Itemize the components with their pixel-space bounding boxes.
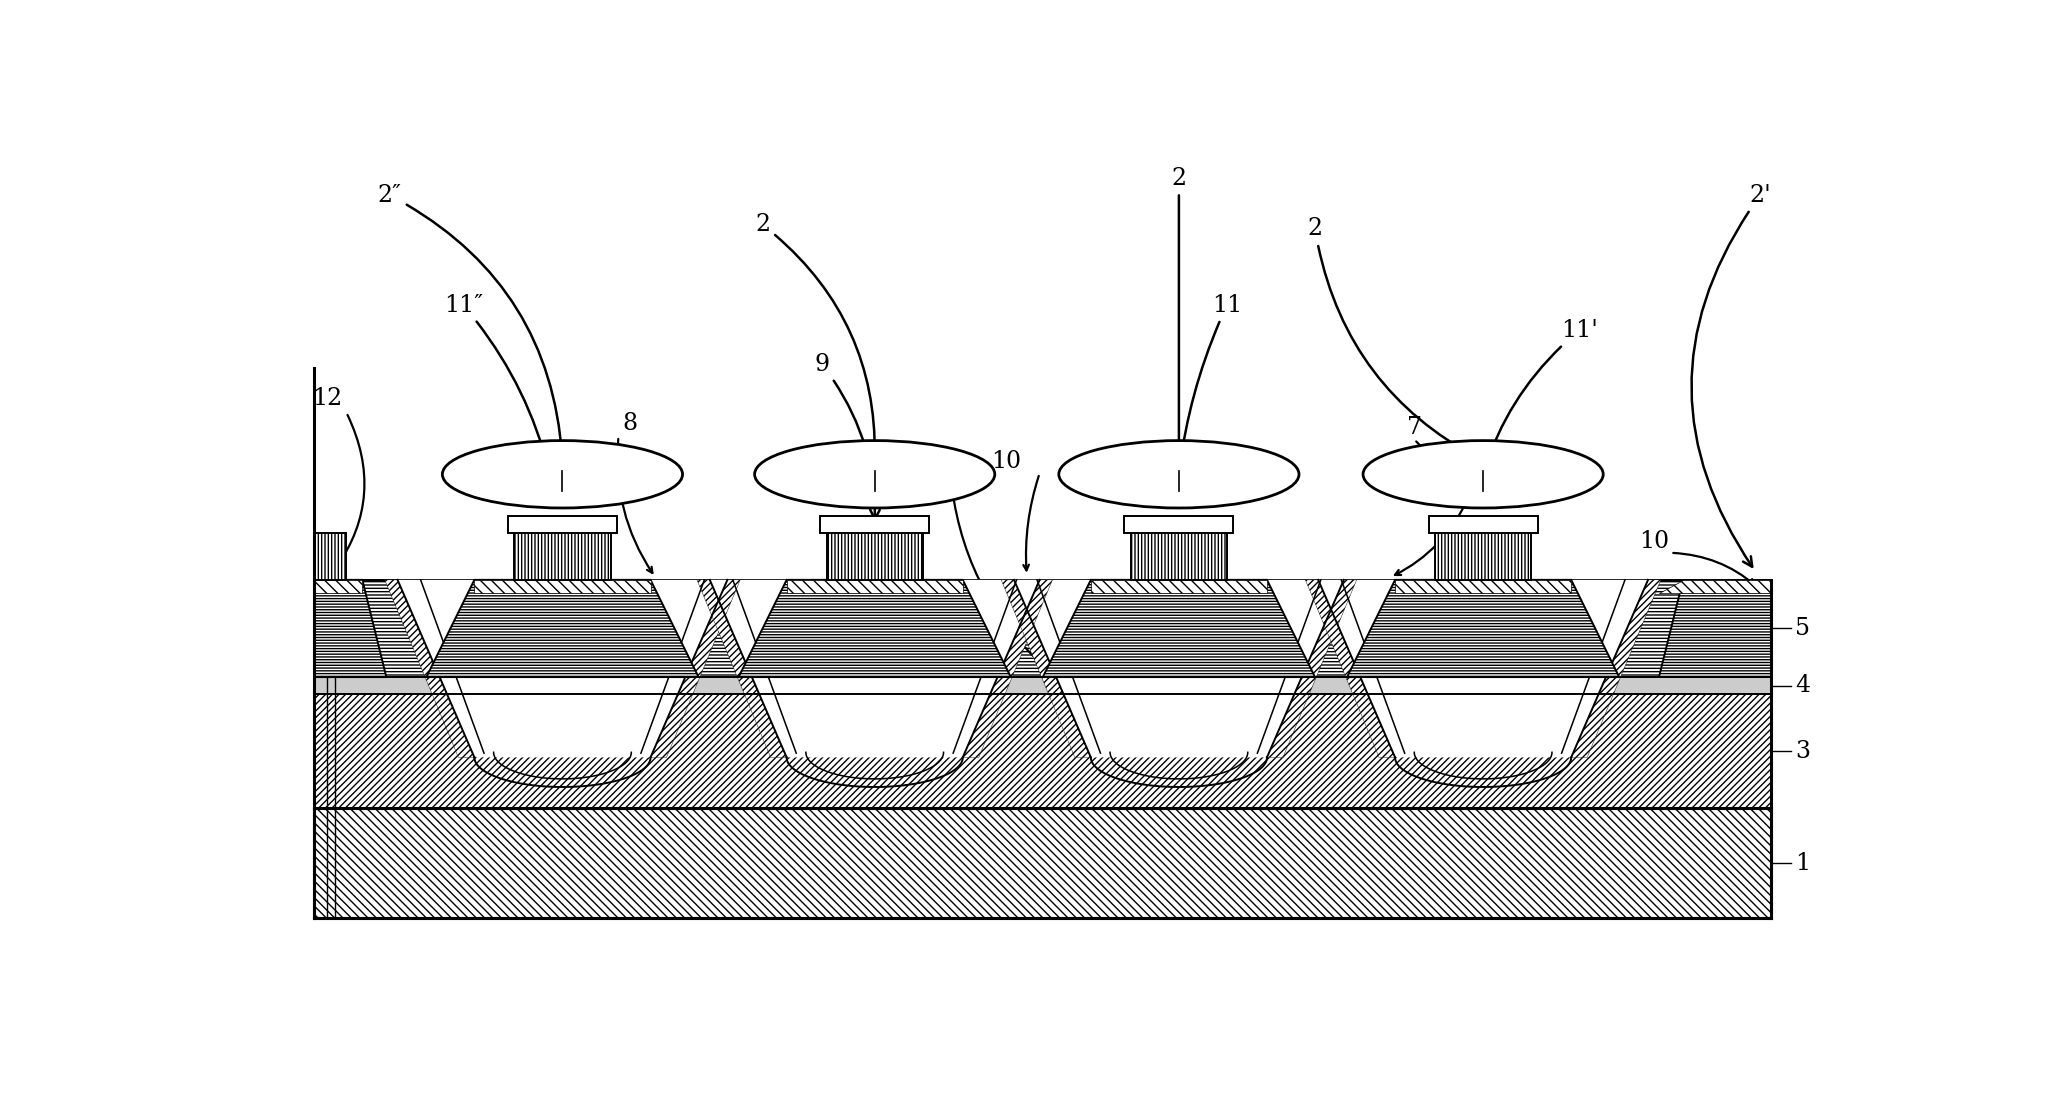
Bar <box>1124 516 1233 534</box>
Polygon shape <box>787 580 963 593</box>
Polygon shape <box>1659 580 1771 593</box>
Bar <box>508 516 618 534</box>
Polygon shape <box>711 580 1039 758</box>
Bar <box>820 516 930 534</box>
Bar <box>314 677 1771 694</box>
Polygon shape <box>384 580 475 758</box>
Polygon shape <box>1091 580 1266 593</box>
Text: 3: 3 <box>1795 740 1810 762</box>
Polygon shape <box>1002 580 1091 758</box>
Text: 8: 8 <box>622 412 636 435</box>
Text: 7: 7 <box>1407 416 1421 439</box>
Polygon shape <box>1347 580 1620 677</box>
Polygon shape <box>740 580 1010 677</box>
Ellipse shape <box>754 440 996 508</box>
Polygon shape <box>314 580 386 677</box>
Text: 1: 1 <box>1795 852 1810 875</box>
Text: 11: 11 <box>1176 293 1242 469</box>
Polygon shape <box>1306 580 1395 758</box>
Ellipse shape <box>1364 440 1603 508</box>
Bar <box>314 694 1771 808</box>
Text: 2: 2 <box>1308 217 1477 458</box>
Text: 8: 8 <box>1473 473 1488 496</box>
Text: 4: 4 <box>1795 674 1810 697</box>
Text: 5: 5 <box>1795 617 1810 640</box>
Polygon shape <box>397 580 727 758</box>
Text: 11″: 11″ <box>444 293 552 469</box>
Polygon shape <box>1266 580 1357 758</box>
Text: 2″: 2″ <box>378 183 566 456</box>
Bar <box>514 534 612 580</box>
Bar <box>826 534 924 580</box>
Polygon shape <box>1659 580 1771 677</box>
Ellipse shape <box>442 440 682 508</box>
Text: 6: 6 <box>926 446 942 469</box>
Bar <box>314 534 347 580</box>
Polygon shape <box>651 580 740 758</box>
Polygon shape <box>963 580 1052 758</box>
Ellipse shape <box>1060 440 1300 508</box>
Polygon shape <box>1014 580 1343 758</box>
Text: 10: 10 <box>1640 530 1669 553</box>
Text: 2: 2 <box>1171 167 1186 452</box>
Text: 10: 10 <box>992 450 1021 473</box>
Text: 12: 12 <box>312 386 343 410</box>
Bar <box>314 808 1771 918</box>
Bar <box>1130 534 1227 580</box>
Bar <box>314 580 1771 677</box>
Polygon shape <box>1043 580 1316 677</box>
Polygon shape <box>696 580 787 758</box>
Polygon shape <box>426 580 698 677</box>
Polygon shape <box>314 580 362 593</box>
Text: 2: 2 <box>754 213 880 456</box>
Polygon shape <box>1572 580 1661 758</box>
Bar <box>1436 534 1531 580</box>
Polygon shape <box>475 580 651 593</box>
Polygon shape <box>1395 580 1572 593</box>
Bar <box>1430 516 1537 534</box>
Text: 2': 2' <box>1692 183 1771 567</box>
Polygon shape <box>1318 580 1649 758</box>
Text: 11': 11' <box>1483 318 1597 469</box>
Text: 9: 9 <box>814 352 880 519</box>
